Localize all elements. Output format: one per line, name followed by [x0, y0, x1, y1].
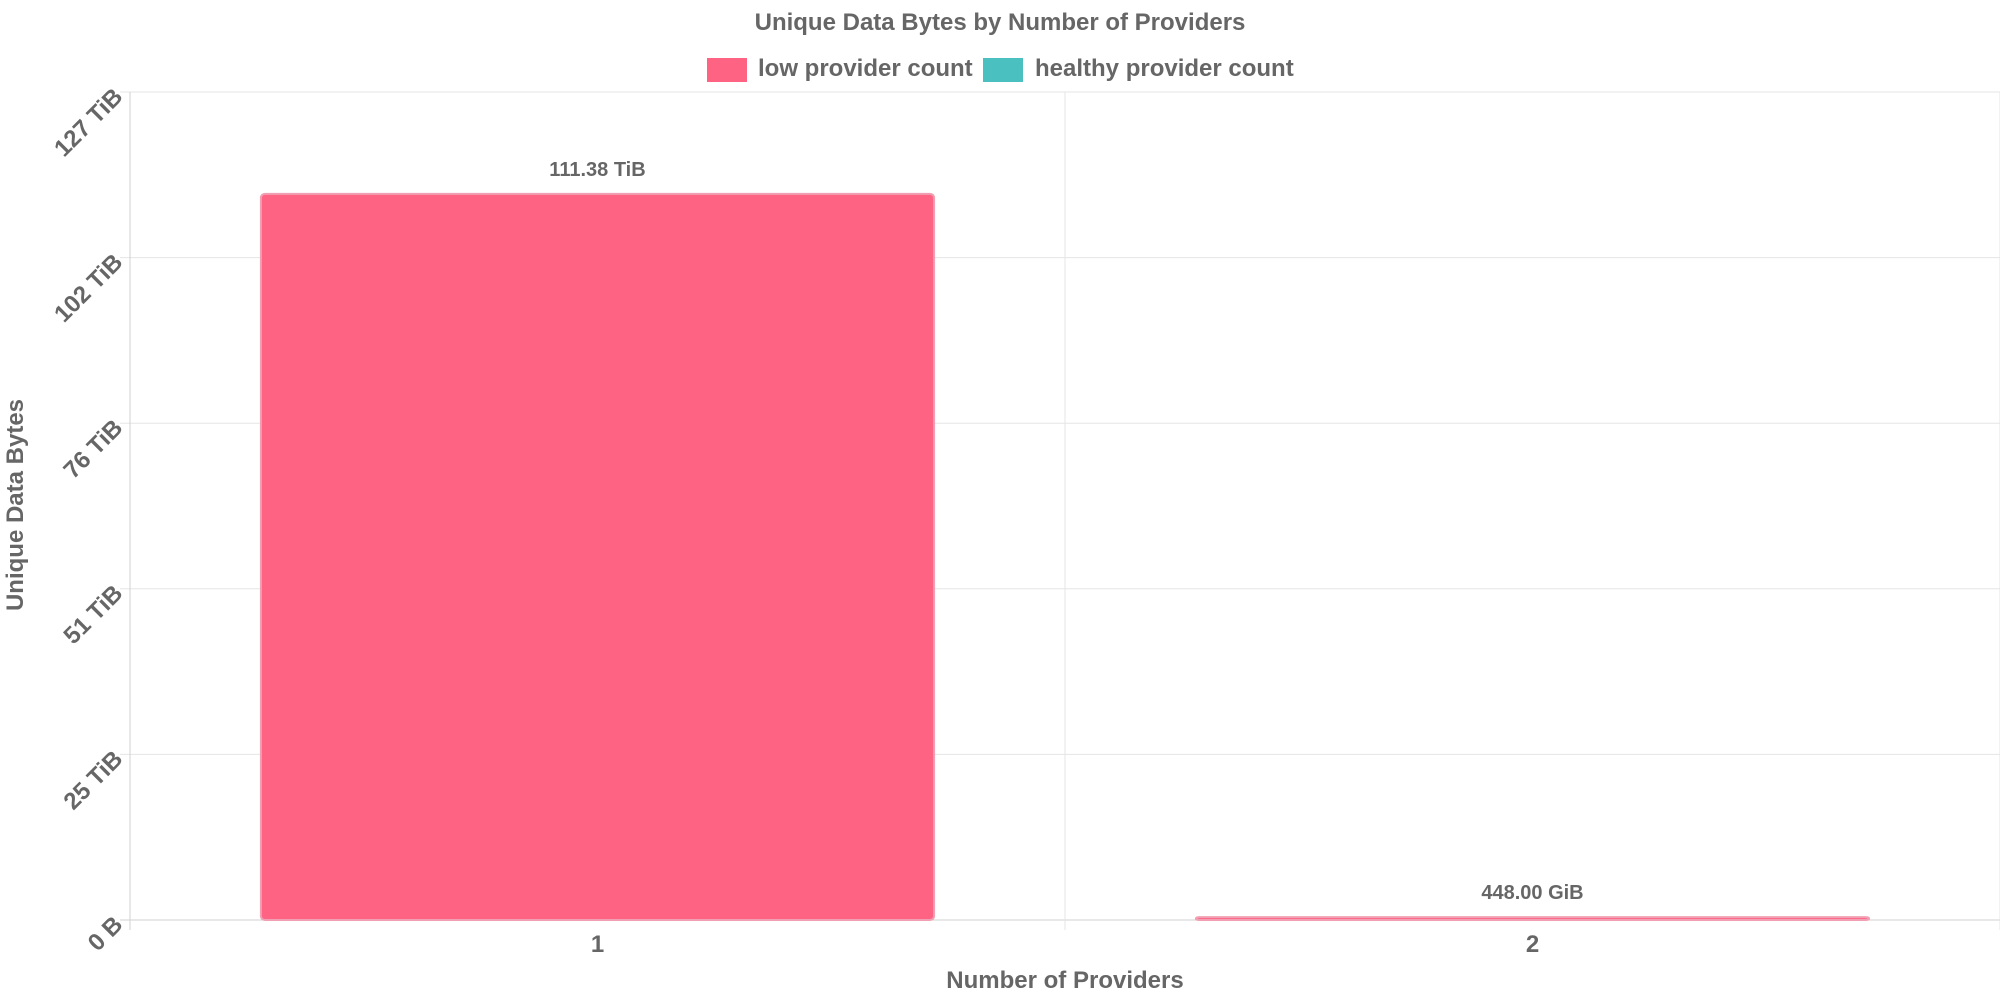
- y-tick-label: 76 TiB: [59, 414, 129, 484]
- chart-title: Unique Data Bytes by Number of Providers: [755, 9, 1246, 36]
- legend-label: low provider count: [758, 55, 973, 82]
- legend: low provider count healthy provider count: [707, 55, 1294, 82]
- y-tick-label: 127 TiB: [49, 83, 128, 162]
- x-tick-label: 2: [1526, 931, 1539, 958]
- legend-label: healthy provider count: [1035, 55, 1294, 82]
- y-tick-label: 25 TiB: [59, 746, 129, 816]
- y-axis-title: Unique Data Bytes: [2, 399, 29, 611]
- y-tick-label: 0 B: [83, 911, 129, 957]
- bar-1[interactable]: [259, 192, 936, 922]
- data-labels: 111.38 TiB 448.00 GiB: [549, 159, 1583, 904]
- y-tick-label: 51 TiB: [59, 580, 129, 650]
- data-label: 111.38 TiB: [549, 159, 645, 181]
- bars: [259, 192, 1871, 922]
- x-axis-title: Number of Providers: [946, 967, 1183, 994]
- legend-item[interactable]: low provider count: [707, 55, 973, 82]
- y-axis-ticks: 0 B 25 TiB 51 TiB 76 TiB 102 TiB 127 TiB: [49, 83, 128, 957]
- legend-swatch: [707, 58, 747, 82]
- y-tick-label: 102 TiB: [49, 249, 128, 328]
- data-label: 448.00 GiB: [1481, 882, 1583, 904]
- legend-swatch: [983, 58, 1023, 82]
- bar-2[interactable]: [1194, 916, 1871, 922]
- x-tick-label: 1: [591, 931, 604, 958]
- legend-item[interactable]: healthy provider count: [983, 55, 1294, 82]
